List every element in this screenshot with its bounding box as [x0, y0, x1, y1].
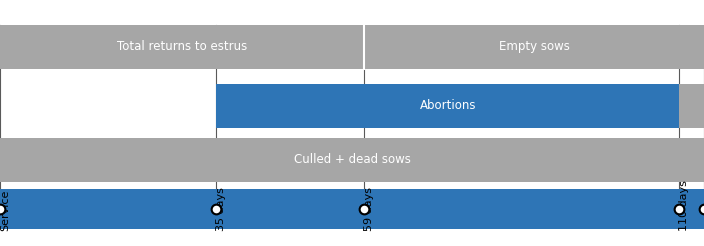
Bar [0, 138, 704, 182]
Bar [365, 25, 704, 69]
Text: Abortions: Abortions [420, 99, 476, 112]
Bar [0, 189, 704, 229]
Text: 110 days: 110 days [679, 180, 689, 231]
Text: 35 days: 35 days [216, 187, 226, 231]
Bar [216, 84, 679, 128]
Text: 59 days: 59 days [365, 187, 375, 231]
Text: Culled + dead sows: Culled + dead sows [294, 154, 410, 166]
Bar [0, 25, 365, 69]
Text: Empty sows: Empty sows [498, 40, 570, 53]
Bar [679, 84, 704, 128]
Text: Service: Service [0, 190, 10, 231]
Text: Total returns to estrus: Total returns to estrus [117, 40, 247, 53]
